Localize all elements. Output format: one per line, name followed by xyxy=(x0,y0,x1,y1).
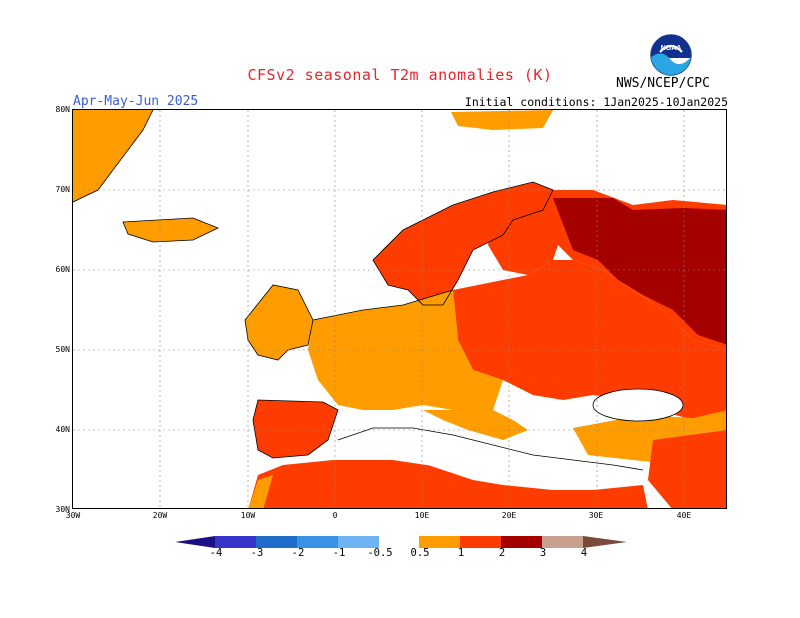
colorbar-label: -3 xyxy=(250,547,264,559)
anomaly-map xyxy=(72,109,727,509)
lon-label: 0 xyxy=(332,511,338,520)
lon-label: 40E xyxy=(676,511,692,520)
colorbar-segment xyxy=(215,536,256,548)
forecast-period: Apr-May-Jun 2025 xyxy=(73,94,199,109)
russia-strong-warm xyxy=(553,198,726,345)
colorbar-label: 1 xyxy=(457,547,465,559)
gridlines xyxy=(73,110,726,508)
svalbard-region xyxy=(451,110,553,130)
scandinavia-region xyxy=(373,182,553,305)
noaa-logo: NOAA xyxy=(650,34,692,76)
colorbar-label: -0.5 xyxy=(367,547,393,559)
finland-region xyxy=(488,210,563,275)
lon-label: 10E xyxy=(414,511,430,520)
colorbar-segment xyxy=(338,536,379,548)
lon-label: 30W xyxy=(65,511,81,520)
lat-label: 70N xyxy=(55,185,70,194)
british-isles-region xyxy=(245,285,313,360)
middle-east-region xyxy=(648,430,726,508)
colorbar-label: 4 xyxy=(580,547,588,559)
colorbar-label: 2 xyxy=(498,547,506,559)
colorbar-segment xyxy=(583,536,627,548)
colorbar-segment xyxy=(419,536,460,548)
colorbar xyxy=(175,536,627,548)
colorbar-label: -4 xyxy=(209,547,223,559)
lat-label: 80N xyxy=(55,105,70,114)
lat-label: 50N xyxy=(55,345,70,354)
colorbar-label: -1 xyxy=(332,547,346,559)
initial-conditions: Initial conditions: 1Jan2025-10Jan2025 xyxy=(464,95,728,109)
greenland-region xyxy=(73,110,153,202)
colorbar-segment xyxy=(256,536,297,548)
lon-label: 10W xyxy=(240,511,256,520)
colorbar-segment xyxy=(379,536,419,548)
north-africa-west-edge xyxy=(248,475,273,508)
map-svg xyxy=(73,110,726,508)
colorbar-segment xyxy=(542,536,583,548)
colorbar-segment xyxy=(297,536,338,548)
mediterranean-sea xyxy=(338,428,643,488)
chart-title: CFSv2 seasonal T2m anomalies (K) xyxy=(247,66,553,84)
north-africa-region xyxy=(248,460,648,508)
colorbar-label: -2 xyxy=(291,547,305,559)
eastern-europe-region xyxy=(453,260,726,420)
colorbar-label: 3 xyxy=(539,547,547,559)
italy-balkans-region xyxy=(423,410,528,440)
lon-label: 20W xyxy=(152,511,168,520)
lat-label: 30N xyxy=(55,505,70,514)
logo-text: NOAA xyxy=(661,45,682,52)
western-europe-region xyxy=(308,290,503,410)
coastlines xyxy=(73,110,684,471)
lat-label: 60N xyxy=(55,265,70,274)
colorbar-segment xyxy=(460,536,501,548)
colorbar-label: 0.5 xyxy=(410,547,430,559)
organization-label: NWS/NCEP/CPC xyxy=(616,76,710,91)
lon-label: 20E xyxy=(501,511,517,520)
black-sea xyxy=(593,389,683,421)
colorbar-segment xyxy=(175,536,215,548)
lon-label: 30E xyxy=(588,511,604,520)
colorbar-segment xyxy=(501,536,542,548)
iceland-region xyxy=(123,218,218,242)
lat-label: 40N xyxy=(55,425,70,434)
iberia-region xyxy=(253,400,338,458)
